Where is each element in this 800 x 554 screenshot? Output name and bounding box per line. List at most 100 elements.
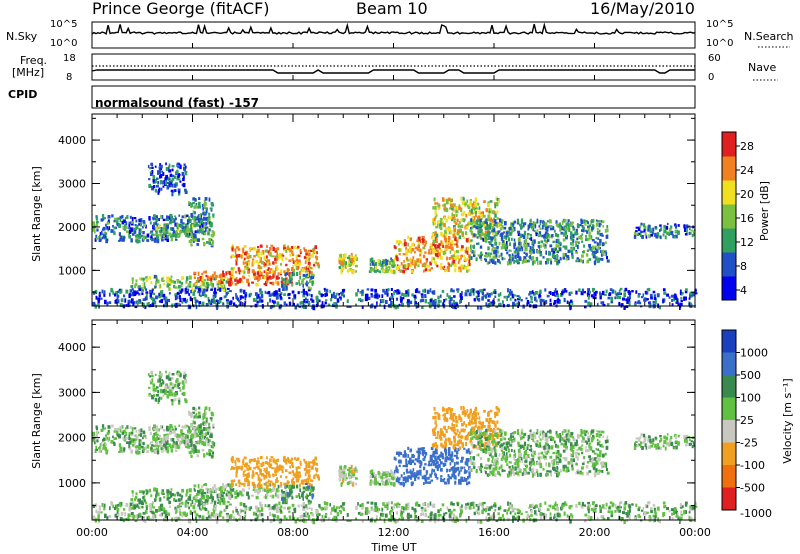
power-echo-cell (518, 296, 521, 300)
velocity-echo-cell (349, 467, 352, 470)
power-echo-cell (285, 263, 288, 267)
power-echo-cell (606, 228, 609, 233)
velocity-echo-cell (163, 443, 166, 447)
velocity-echo-cell (191, 435, 194, 439)
power-echo-cell (614, 296, 617, 300)
power-echo-cell (439, 249, 443, 253)
velocity-echo-cell (302, 486, 306, 490)
power-echo-cell (160, 187, 163, 191)
power-echo-cell (155, 295, 158, 300)
power-echo-cell (596, 302, 599, 307)
power-echo-cell (591, 287, 595, 292)
power-echo-cell (467, 237, 470, 241)
power-echo-cell (472, 216, 476, 220)
power-echo-cell (304, 260, 307, 265)
power-echo-cell (433, 305, 437, 310)
power-echo-cell (271, 255, 275, 258)
power-echo-cell (208, 301, 211, 305)
power-echo-cell (570, 246, 573, 250)
velocity-echo-cell (341, 479, 345, 483)
power-echo-cell (278, 256, 280, 260)
power-echo-cell (158, 218, 160, 222)
power-echo-cell (549, 298, 552, 302)
power-echo-cell (232, 255, 236, 258)
power-echo-cell (171, 280, 174, 283)
power-echo-cell (600, 232, 603, 235)
power-echo-cell (303, 299, 306, 304)
power-echo-cell (411, 293, 414, 297)
velocity-echo-cell (96, 430, 98, 435)
power-echo-cell (230, 269, 234, 275)
power-echo-cell (539, 301, 543, 307)
power-echo-cell (192, 210, 195, 215)
power-echo-cell (251, 262, 254, 267)
power-echo-cell (291, 258, 294, 261)
power-echo-cell (453, 225, 456, 229)
velocity-echo-cell (173, 498, 175, 502)
power-echo-cell (386, 292, 389, 297)
power-echo-cell (226, 304, 229, 309)
power-echo-cell (469, 199, 472, 203)
velocity-echo-cell (166, 440, 169, 445)
power-echo-cell (464, 257, 466, 261)
power-echo-cell (492, 255, 495, 260)
velocity-echo-cell (168, 389, 172, 393)
power-echo-cell (464, 266, 468, 270)
velocity-echo-cell (297, 457, 300, 460)
power-echo-cell (691, 292, 695, 297)
power-echo-cell (456, 245, 459, 248)
power-echo-cell (271, 292, 274, 297)
power-echo-cell (191, 286, 194, 291)
velocity-echo-cell (103, 427, 107, 430)
power-echo-cell (259, 244, 263, 248)
velocity-echo-cell (432, 450, 436, 455)
power-echo-cell (494, 261, 497, 265)
power-echo-cell (677, 230, 680, 235)
power-echo-cell (171, 233, 175, 238)
power-echo-cell (311, 305, 314, 310)
velocity-echo-cell (160, 373, 163, 377)
power-echo-cell (228, 271, 231, 276)
power-echo-cell (146, 239, 150, 242)
power-echo-cell (570, 242, 573, 246)
power-echo-cell (452, 254, 454, 257)
power-echo-cell (511, 293, 514, 298)
power-echo-cell (527, 228, 530, 231)
power-echo-cell (256, 300, 259, 304)
power-echo-cell (513, 220, 516, 224)
power-echo-cell (390, 300, 392, 305)
power-echo-cell (225, 291, 228, 296)
power-echo-cell (399, 240, 403, 244)
power-echo-cell (663, 291, 667, 295)
power-echo-cell (305, 266, 308, 270)
velocity-echo-cell (240, 482, 244, 486)
power-echo-cell (473, 250, 476, 255)
power-echo-cell (332, 293, 335, 298)
velocity-echo-cell (283, 497, 286, 501)
power-echo-cell (198, 197, 201, 200)
power-echo-cell (601, 234, 604, 237)
power-echo-cell (518, 256, 521, 260)
velocity-echo-cell (410, 475, 413, 480)
power-echo-cell (369, 258, 373, 262)
velocity-echo-cell (154, 499, 157, 502)
power-echo-cell (400, 298, 402, 303)
power-echo-cell (196, 243, 200, 246)
power-echo-cell (409, 257, 412, 262)
power-echo-cell (180, 218, 183, 223)
power-echo-cell (211, 285, 214, 290)
power-echo-cell (178, 178, 181, 181)
power-echo-cell (158, 224, 161, 227)
power-echo-cell (400, 297, 403, 302)
power-echo-cell (287, 293, 291, 296)
velocity-echo-cell (179, 373, 182, 378)
power-echo-cell (424, 251, 427, 254)
power-echo-cell (193, 275, 196, 278)
velocity-echo-cell (307, 470, 311, 474)
power-echo-cell (222, 302, 225, 305)
power-echo-cell (166, 185, 169, 190)
power-echo-cell (489, 222, 492, 227)
velocity-echo-cell (252, 488, 255, 491)
velocity-echo-cell (443, 462, 447, 466)
power-echo-cell (151, 166, 154, 169)
